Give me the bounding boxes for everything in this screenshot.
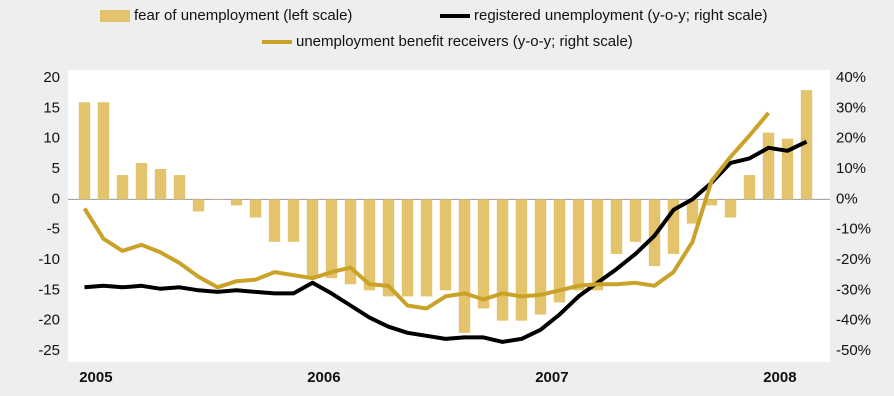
x-tick-label: 2008 — [763, 369, 796, 386]
bar — [97, 102, 110, 200]
bar — [686, 199, 699, 224]
bar — [534, 199, 547, 315]
y2-tick-label: -10% — [836, 221, 871, 238]
bar — [610, 199, 623, 254]
bar — [154, 169, 167, 200]
y2-tick-label: -20% — [836, 251, 871, 268]
legend-swatch — [100, 10, 130, 22]
bar — [420, 199, 433, 297]
bar — [325, 199, 338, 279]
y-tick-label: -15 — [38, 281, 60, 298]
bar — [268, 199, 281, 242]
bar — [705, 199, 718, 206]
bar — [781, 138, 794, 200]
y2-tick-label: 10% — [836, 160, 866, 177]
bar — [401, 199, 414, 297]
legend-label: fear of unemployment (left scale) — [134, 7, 352, 24]
y-tick-label: -20 — [38, 312, 60, 329]
bar — [762, 132, 775, 200]
y2-tick-label: 40% — [836, 69, 866, 86]
y-tick-label: 15 — [43, 99, 60, 116]
bar — [135, 162, 148, 200]
bar — [515, 199, 528, 321]
bar — [629, 199, 642, 242]
bar — [344, 199, 357, 285]
bar — [572, 199, 585, 291]
legend-label: registered unemployment (y-o-y; right sc… — [474, 7, 767, 24]
y2-tick-label: -40% — [836, 312, 871, 329]
bar — [724, 199, 737, 218]
line — [82, 111, 771, 311]
y-tick-label: 5 — [52, 160, 60, 177]
bar — [363, 199, 376, 291]
y2-tick-label: -30% — [836, 281, 871, 298]
y-tick-label: -5 — [47, 221, 60, 238]
bar — [743, 175, 756, 200]
bar — [800, 90, 813, 200]
bar — [249, 199, 262, 218]
y2-tick-label: 0% — [836, 190, 858, 207]
bar — [78, 102, 91, 200]
bar — [591, 199, 604, 291]
bar — [173, 175, 186, 200]
legend-label: unemployment benefit receivers (y-o-y; r… — [296, 33, 633, 50]
bar — [553, 199, 566, 303]
bar — [230, 199, 243, 206]
x-tick-label: 2005 — [79, 369, 112, 386]
bar — [496, 199, 509, 321]
bar — [116, 175, 129, 200]
y2-tick-label: 30% — [836, 99, 866, 116]
bar — [458, 199, 471, 333]
x-tick-label: 2006 — [307, 369, 340, 386]
y-tick-label: 10 — [43, 130, 60, 147]
line — [84, 139, 808, 344]
x-tick-label: 2007 — [535, 369, 568, 386]
bar — [439, 199, 452, 291]
bar — [192, 199, 205, 212]
y-tick-label: 20 — [43, 69, 60, 86]
bar — [306, 199, 319, 279]
bar — [382, 199, 395, 297]
y2-tick-label: 20% — [836, 130, 866, 147]
bar — [287, 199, 300, 242]
y-tick-label: -25 — [38, 342, 60, 359]
y2-tick-label: -50% — [836, 342, 871, 359]
bar — [211, 199, 224, 200]
y-tick-label: -10 — [38, 251, 60, 268]
bar — [667, 199, 680, 254]
y-tick-label: 0 — [52, 190, 60, 207]
bar — [477, 199, 490, 309]
